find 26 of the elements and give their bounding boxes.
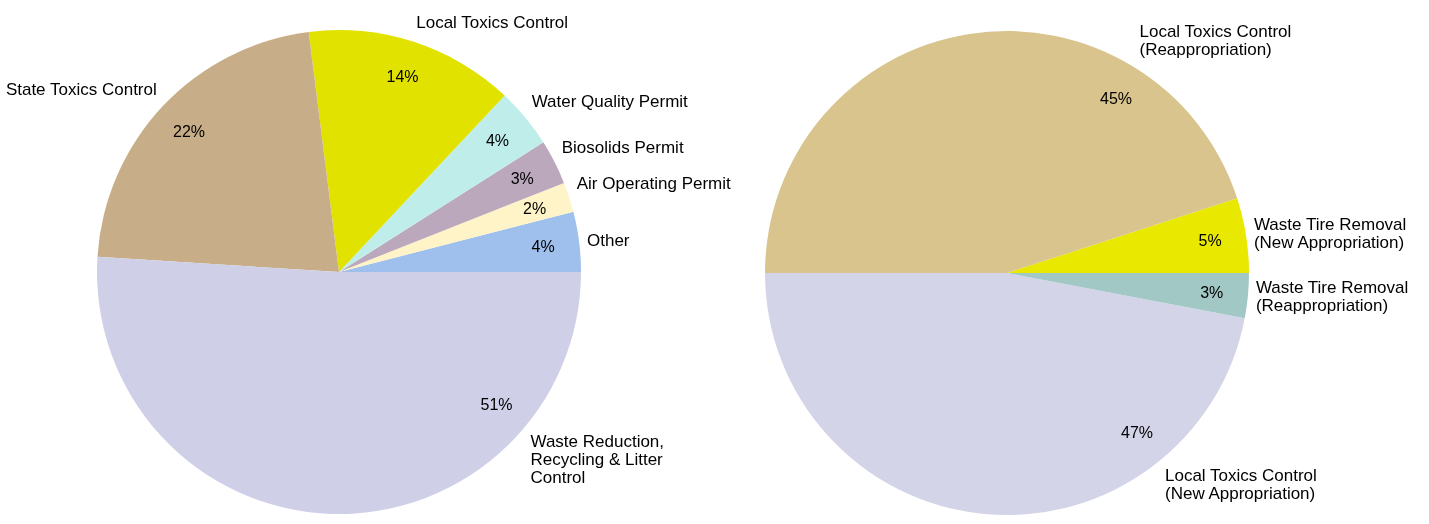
slice-label: Waste Tire Removal (New Appropriation) [1253,214,1407,252]
pie-slice [1007,273,1249,319]
slice-label: Water Quality Permit [531,91,689,111]
slice-label: Local Toxics Control (Reappropriation) [1139,21,1292,59]
slice-label: State Toxics Control [5,79,157,99]
data-label: 22% [173,122,206,140]
slice-label: Local Toxics Control [416,13,569,33]
data-label: 3% [1200,283,1224,301]
data-label: 45% [1099,90,1133,108]
data-label: 2% [523,199,547,217]
slice-label: Local Toxics Control (New Appropriation) [1165,465,1317,503]
slice-label: Waste Tire Removal (Reappropriation) [1255,277,1409,315]
slice-label: Air Operating Permit [576,173,732,193]
data-label: 4% [531,237,555,255]
data-label: 51% [480,395,513,413]
slice-label: Waste Reduction, Recycling & Litter Control [530,431,665,487]
data-label: 3% [510,170,534,188]
data-label: 47% [1120,423,1154,441]
data-label: 14% [386,67,419,85]
pie-slice [1007,198,1249,273]
slice-label: Other [587,230,630,250]
slice-label: Biosolids Permit [561,137,684,157]
pie-slice [97,31,339,272]
pie-slice [339,182,574,272]
data-label: 4% [485,132,510,150]
data-label: 5% [1198,232,1222,250]
